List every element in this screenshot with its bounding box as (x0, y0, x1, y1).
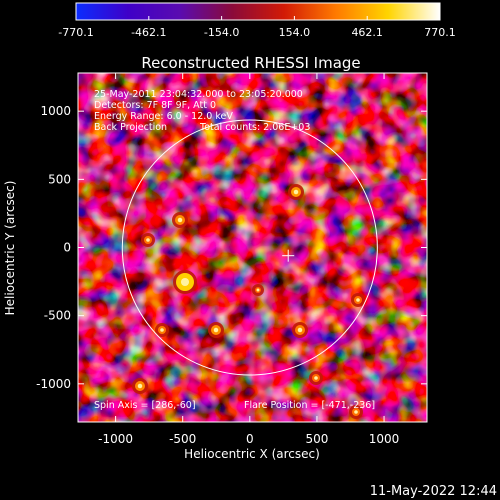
bright-sources (132, 184, 365, 419)
total-counts-text: Total counts: 2.06E+03 (199, 122, 310, 133)
spin-axis-crosshair (282, 249, 295, 262)
flare-position-text: Flare Position = [-471,-236] (244, 400, 375, 411)
detectors-text: Detectors: 7F 8F 9F, Att 0 (94, 100, 216, 111)
y-tick-label: 1000 (40, 104, 71, 118)
timestamp: 11-May-2022 12:44 (370, 484, 497, 499)
y-tick-label: 0 (63, 241, 71, 255)
colorbar-tick-label: 154.0 (279, 26, 311, 39)
x-tick-label: 500 (305, 432, 328, 446)
y-tick-label: 500 (48, 172, 71, 186)
x-tick-label: 1000 (369, 432, 400, 446)
x-tick-label: -500 (169, 432, 196, 446)
axes: -1000 -500 0 500 1000 1000 500 0 -500 -1000 (36, 73, 427, 446)
colorbar-tick-label: 462.1 (351, 26, 383, 39)
colorbar-tick-label: -154.0 (204, 26, 239, 39)
annotations: 25-May-2011 23:04:32.000 to 23:05:20.000… (94, 89, 375, 411)
y-tick-label: -1000 (36, 377, 71, 391)
colorbar-tick-label: -462.1 (131, 26, 166, 39)
x-axis-label: Heliocentric X (arcsec) (184, 447, 320, 461)
method-text: Back Projection (94, 122, 167, 133)
x-tick-label: 0 (246, 432, 254, 446)
solar-limb-circle (121, 119, 378, 376)
x-tick-label: -1000 (98, 432, 133, 446)
colorbar-gradient (76, 3, 440, 20)
spin-axis-text: Spin Axis = [286,-60] (94, 400, 196, 411)
plot-title: Reconstructed RHESSI Image (141, 54, 360, 72)
image-area (78, 73, 427, 422)
colorbar-tick-label: 770.1 (424, 26, 456, 39)
colorbar-tick-label: -770.1 (58, 26, 93, 39)
colorbar: -770.1 -462.1 -154.0 154.0 462.1 770.1 (58, 2, 456, 39)
noise-image (78, 73, 427, 422)
y-tick-label: -500 (44, 309, 71, 323)
energy-range-text: Energy Range: 6.0 - 12.0 keV (94, 111, 233, 122)
y-axis-label: Heliocentric Y (arcsec) (3, 181, 17, 316)
time-range-text: 25-May-2011 23:04:32.000 to 23:05:20.000 (94, 89, 303, 100)
